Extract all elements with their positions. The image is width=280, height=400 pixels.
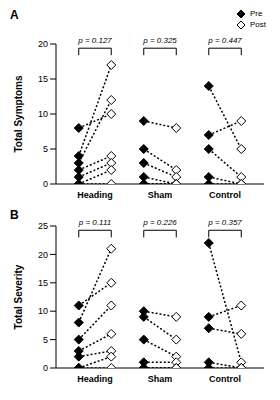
svg-text:Total Symptoms: Total Symptoms [13, 75, 24, 152]
svg-text:Control: Control [209, 190, 241, 200]
svg-text:p = 0.325: p = 0.325 [142, 36, 177, 45]
svg-text:20: 20 [38, 250, 48, 260]
svg-text:Heading: Heading [77, 374, 113, 384]
svg-text:5: 5 [43, 335, 48, 345]
svg-text:Total Severity: Total Severity [13, 264, 24, 329]
html-text:A: A [10, 8, 19, 22]
svg-text:20: 20 [38, 39, 48, 49]
svg-text:p = 0.357: p = 0.357 [207, 218, 242, 227]
svg-text:Sham: Sham [148, 190, 173, 200]
svg-text:10: 10 [38, 306, 48, 316]
svg-text:Sham: Sham [148, 374, 173, 384]
svg-text:0: 0 [43, 363, 48, 373]
html-text:Post: Post [250, 20, 266, 29]
svg-text:p = 0.226: p = 0.226 [142, 218, 177, 227]
svg-text:Heading: Heading [77, 190, 113, 200]
svg-text:p = 0.447: p = 0.447 [207, 36, 242, 45]
svg-text:15: 15 [38, 278, 48, 288]
html-text:Pre: Pre [250, 9, 263, 18]
svg-text:5: 5 [43, 144, 48, 154]
svg-text:15: 15 [38, 74, 48, 84]
svg-text:p = 0.111: p = 0.111 [78, 218, 111, 227]
svg-text:25: 25 [38, 221, 48, 231]
svg-text:10: 10 [38, 109, 48, 119]
svg-text:0: 0 [43, 179, 48, 189]
svg-text:p = 0.127: p = 0.127 [77, 36, 112, 45]
svg-text:Control: Control [209, 374, 241, 384]
html-text:B: B [10, 208, 19, 222]
